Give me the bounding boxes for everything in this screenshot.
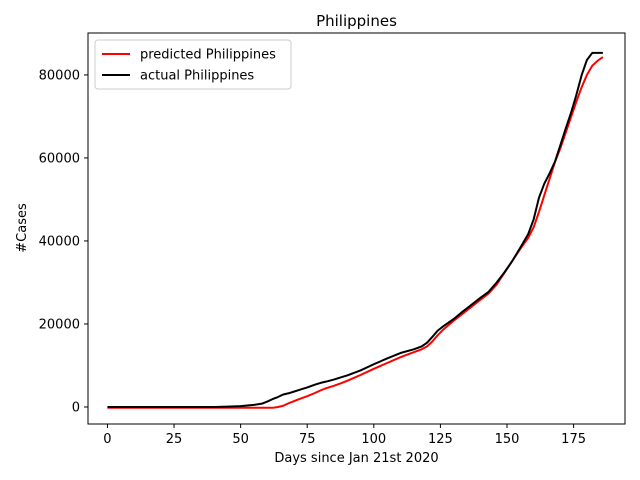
x-tick-label: 125 [428,432,453,447]
y-tick-label: 20000 [39,317,80,332]
x-axis-label: Days since Jan 21st 2020 [274,451,438,466]
x-tick-label: 50 [232,432,249,447]
legend-label-predicted: predicted Philippines [140,48,276,63]
y-axis-label: #Cases [15,203,30,253]
chart-title: Philippines [316,12,397,30]
legend-label-actual: actual Philippines [140,69,254,84]
x-tick-label: 150 [495,432,520,447]
y-tick-label: 60000 [39,151,80,166]
x-tick-label: 100 [361,432,386,447]
y-tick-label: 40000 [39,234,80,249]
x-tick-label: 175 [561,432,586,447]
x-tick-label: 75 [299,432,316,447]
legend: predicted Philippines actual Philippines [95,40,291,89]
x-tick-label: 0 [103,432,111,447]
y-tick-label: 80000 [39,68,80,83]
y-tick-label: 0 [72,400,80,415]
x-tick-label: 25 [166,432,183,447]
